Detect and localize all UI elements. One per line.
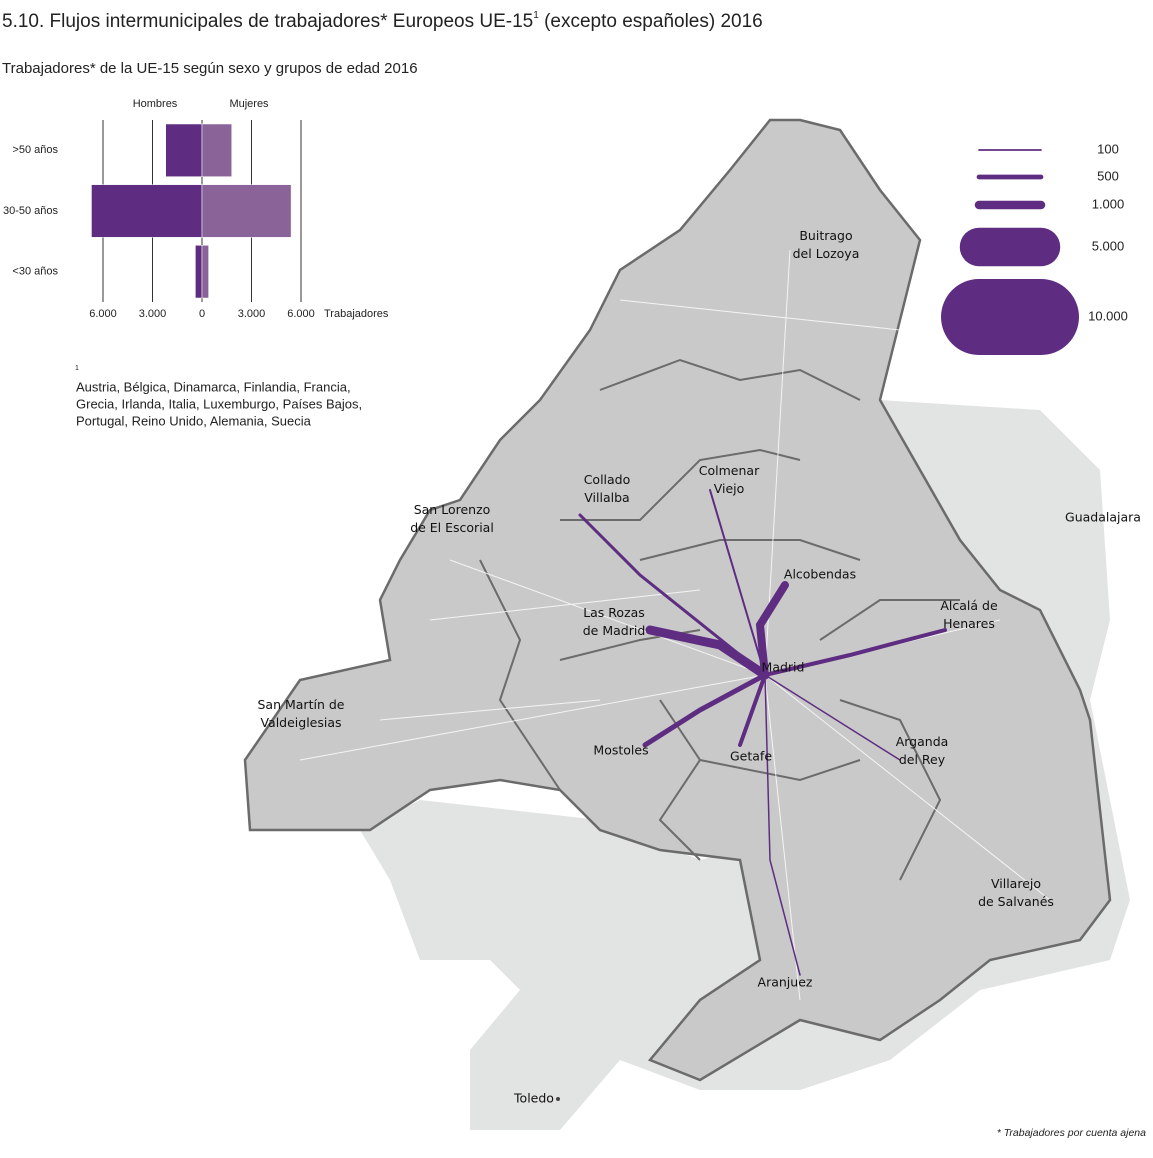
x-tick-label: 3.000 <box>238 308 266 320</box>
place-line: Valdeiglesias <box>260 715 341 730</box>
bar <box>201 245 209 299</box>
legend-label: Mujeres <box>229 98 269 110</box>
y-tick-label: <30 años <box>12 266 58 278</box>
place-line: San Martín de <box>258 697 345 712</box>
bar <box>91 184 203 238</box>
x-tick-label: 6.000 <box>89 308 117 320</box>
x-tick-label: 6.000 <box>287 308 315 320</box>
region-madrid <box>243 118 1112 1082</box>
title-sup: 1 <box>533 10 539 21</box>
flow-legend: 100 500 1.000 5.000 10.000 <box>941 141 1128 355</box>
x-tick-label: 0 <box>199 308 205 320</box>
place-line: Collado <box>584 472 631 487</box>
title: 5.10. Flujos intermunicipales de trabaja… <box>2 10 763 32</box>
flow-width-sample <box>974 200 1046 210</box>
flow-width-label: 5.000 <box>1092 238 1125 253</box>
place-label: Aranjuez <box>758 975 813 990</box>
bar <box>195 245 203 299</box>
place-label: Getafe <box>730 749 772 764</box>
district-borders <box>479 358 960 881</box>
place-label: Buitrago del Lozoya <box>793 228 860 261</box>
flow-width-label: 10.000 <box>1088 308 1128 323</box>
flow-width-label: 1.000 <box>1092 196 1125 211</box>
footnote-mark: 1 <box>75 365 79 372</box>
flows <box>578 489 947 976</box>
x-axis-label: Trabajadores <box>324 308 389 320</box>
place-label: Mostoles <box>593 743 648 758</box>
source-note: * Trabajadores por cuenta ajena <box>997 1127 1146 1139</box>
place-line: Villarejo <box>991 876 1041 891</box>
place-label: Guadalajara <box>1065 510 1141 525</box>
place-label: Collado Villalba <box>584 472 631 505</box>
place-line: San Lorenzo <box>414 502 491 517</box>
place-line: Buitrago <box>799 228 852 243</box>
legend-label: Hombres <box>133 98 178 110</box>
place-line: Henares <box>943 616 995 631</box>
place-label: Madrid <box>762 660 805 675</box>
place-label: Villarejo de Salvanés <box>978 876 1054 909</box>
place-label: Colmenar Viejo <box>699 463 760 496</box>
place-line: de Salvanés <box>978 894 1054 909</box>
place-line: Colmenar <box>699 463 760 478</box>
place-line: de Madrid <box>583 623 646 638</box>
x-tick-label: 3.000 <box>139 308 167 320</box>
place-line: Las Rozas <box>583 605 645 620</box>
place-label: Arganda del Rey <box>896 734 949 767</box>
title-main: 5.10. Flujos intermunicipales de trabaja… <box>2 11 533 32</box>
footnote-line: Portugal, Reino Unido, Alemania, Suecia <box>76 413 312 428</box>
pyramid: 6.000 3.000 0 3.000 6.000 Trabajadores Hombres… <box>3 98 389 320</box>
place-line: Alcalá de <box>940 598 998 613</box>
place-dot <box>556 1097 560 1101</box>
place-line: de El Escorial <box>410 520 494 535</box>
place-label: Alcalá de Henares <box>940 598 998 631</box>
bar <box>201 123 232 177</box>
flow-width-sample <box>976 174 1044 180</box>
place-line: del Rey <box>899 752 946 767</box>
place-label: Alcobendas <box>784 567 856 582</box>
bar <box>165 123 203 177</box>
place-line: Viejo <box>714 481 745 496</box>
footnote-line: Grecia, Irlanda, Italia, Luxemburgo, Paí… <box>76 396 362 411</box>
flow-width-label: 500 <box>1097 168 1119 183</box>
place-label: San Martín de Valdeiglesias <box>258 697 345 730</box>
place-line: Villalba <box>584 490 629 505</box>
map <box>243 118 1130 1130</box>
place-line: Arganda <box>896 734 949 749</box>
y-tick-label: >50 años <box>12 144 58 156</box>
place-label: Toledo <box>513 1091 554 1106</box>
flow-width-label: 100 <box>1097 141 1119 156</box>
flow-width-sample <box>978 149 1042 151</box>
title-end: (excepto españoles) 2016 <box>539 11 763 32</box>
subtitle: Trabajadores* de la UE-15 según sexo y g… <box>2 60 418 77</box>
place-label: San Lorenzo de El Escorial <box>410 502 494 535</box>
y-tick-label: 30-50 años <box>3 205 59 217</box>
footnote-line: Austria, Bélgica, Dinamarca, Finlandia, … <box>76 379 351 394</box>
flow-width-sample <box>941 279 1079 355</box>
map-labels: Buitrago del Lozoya Colmenar Viejo Collado… <box>258 228 1141 1106</box>
bar <box>201 184 292 238</box>
place-line: del Lozoya <box>793 246 860 261</box>
flow-width-sample <box>959 227 1061 267</box>
place-label: Las Rozas de Madrid <box>583 605 646 638</box>
